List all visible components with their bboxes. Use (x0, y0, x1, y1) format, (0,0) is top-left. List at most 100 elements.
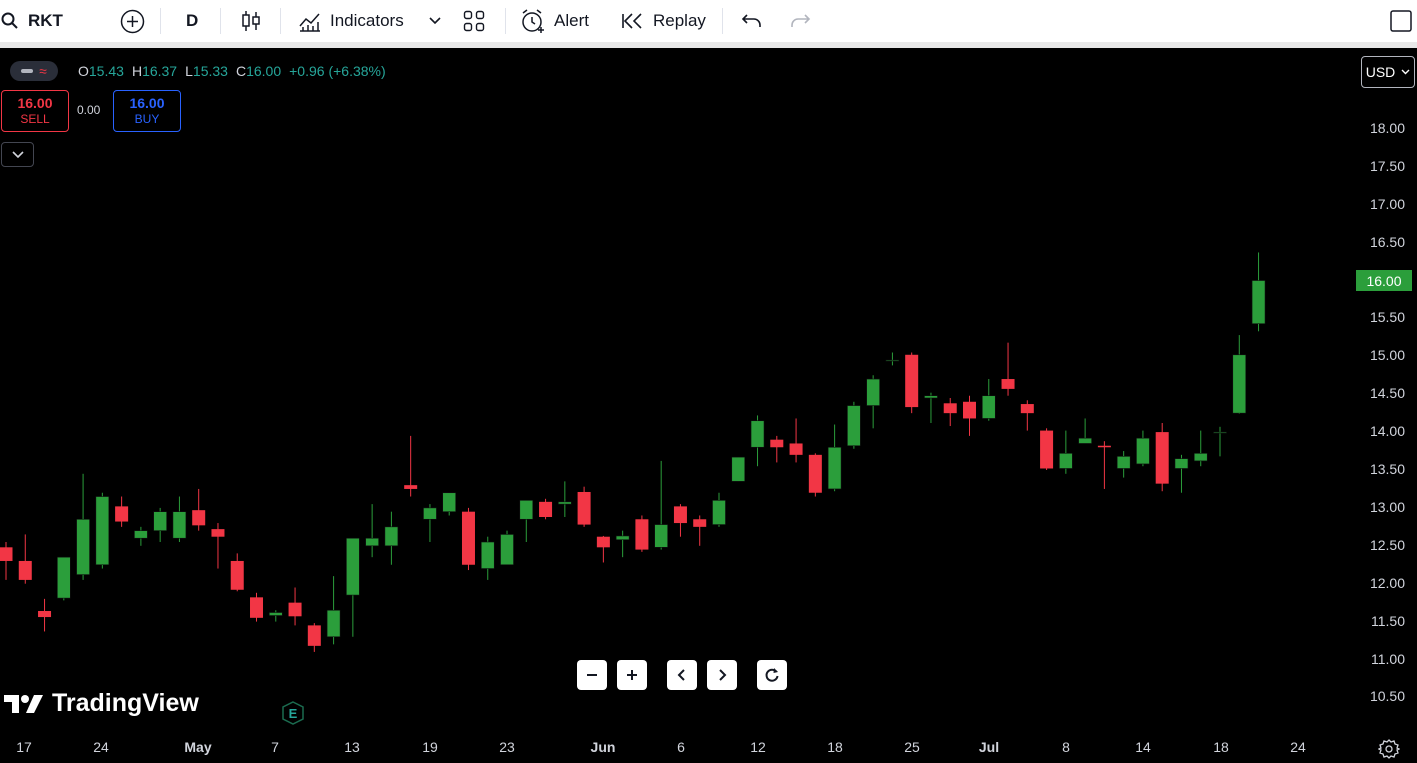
candle[interactable] (654, 460, 668, 550)
candle[interactable] (827, 424, 842, 492)
candlestick-chart[interactable] (0, 48, 1417, 763)
alert-button[interactable]: Alert (520, 0, 589, 42)
candle[interactable] (673, 504, 687, 537)
currency-selector[interactable]: USD (1361, 56, 1415, 88)
candle-body (192, 510, 206, 526)
gear-icon[interactable] (1378, 738, 1400, 760)
candle[interactable] (1155, 423, 1169, 492)
candle[interactable] (442, 492, 457, 516)
candle[interactable] (770, 435, 784, 463)
zoom-out-button[interactable] (577, 660, 607, 690)
candle[interactable] (38, 598, 52, 632)
candle[interactable] (172, 496, 187, 543)
collapse-legend-button[interactable] (1, 142, 34, 167)
chart-type-button[interactable] (240, 0, 262, 42)
candle[interactable] (1116, 451, 1131, 478)
zoom-in-button[interactable] (617, 660, 647, 690)
candle[interactable] (307, 623, 321, 652)
candle[interactable] (57, 556, 71, 601)
candle[interactable] (461, 507, 475, 571)
candle[interactable] (404, 435, 418, 497)
candle[interactable] (924, 392, 938, 424)
scroll-right-button[interactable] (707, 660, 737, 690)
candle[interactable] (480, 536, 495, 580)
fullscreen-button[interactable] (1389, 0, 1413, 42)
candle[interactable] (192, 488, 206, 531)
reset-chart-button[interactable] (757, 660, 787, 690)
candle[interactable] (847, 401, 861, 449)
candle[interactable] (115, 496, 129, 527)
candle[interactable] (1213, 426, 1227, 457)
price-tick-label: 15.50 (1369, 309, 1405, 326)
candle[interactable] (1097, 441, 1111, 489)
candle[interactable] (885, 352, 900, 366)
candle[interactable] (0, 542, 13, 580)
candle[interactable] (1078, 418, 1092, 444)
replay-button[interactable]: Replay (621, 0, 706, 42)
candle[interactable] (250, 592, 264, 622)
candle[interactable] (539, 498, 553, 520)
candle[interactable] (1193, 430, 1208, 467)
candle[interactable] (134, 526, 148, 546)
candle[interactable] (1136, 430, 1150, 467)
templates-button[interactable] (463, 0, 485, 42)
candle[interactable] (1251, 252, 1266, 332)
candle[interactable] (76, 473, 90, 580)
buy-button[interactable]: 16.00 BUY (113, 90, 181, 132)
candle[interactable] (1174, 454, 1189, 493)
candle[interactable] (1232, 335, 1247, 414)
candle[interactable] (943, 397, 957, 427)
candle[interactable] (326, 576, 341, 645)
candle[interactable] (731, 456, 746, 482)
candle[interactable] (905, 352, 919, 414)
candle[interactable] (211, 523, 225, 569)
candle[interactable] (789, 418, 803, 463)
legend-toggle[interactable]: ≈ (10, 61, 58, 81)
candle[interactable] (500, 530, 514, 566)
candle[interactable] (1020, 400, 1034, 431)
undo-button[interactable] (741, 0, 763, 42)
candle-body (789, 443, 803, 455)
candle[interactable] (384, 511, 399, 565)
compare-symbol-button[interactable] (120, 0, 145, 42)
candle[interactable] (635, 515, 649, 552)
candle[interactable] (712, 492, 726, 527)
candle[interactable] (18, 534, 32, 584)
candle[interactable] (365, 504, 379, 558)
candle[interactable] (963, 395, 976, 436)
chevron-left-icon (677, 669, 685, 681)
candle[interactable] (750, 415, 765, 467)
candle[interactable] (346, 537, 360, 637)
candle[interactable] (808, 453, 822, 497)
candle[interactable] (1001, 342, 1015, 396)
interval-button[interactable]: D (186, 0, 198, 42)
tradingview-logo[interactable]: TradingView (4, 689, 199, 718)
redo-button[interactable] (789, 0, 811, 42)
candle[interactable] (423, 504, 437, 543)
indicators-button[interactable]: Indicators (298, 0, 404, 42)
symbol-search[interactable]: RKT (0, 0, 63, 42)
candle[interactable] (288, 587, 302, 626)
candle[interactable] (596, 535, 610, 563)
sell-button[interactable]: 16.00 SELL (1, 90, 69, 132)
candle[interactable] (693, 515, 707, 546)
candle[interactable] (95, 492, 110, 569)
candle[interactable] (558, 481, 572, 517)
candle[interactable] (519, 500, 534, 543)
candle[interactable] (1040, 428, 1054, 470)
indicators-dropdown[interactable] (429, 0, 441, 42)
candle[interactable] (981, 379, 996, 421)
open-label: O (78, 63, 89, 79)
candle[interactable] (230, 553, 244, 592)
candle[interactable] (1059, 430, 1073, 474)
candle[interactable] (866, 375, 880, 429)
candle[interactable] (268, 610, 283, 622)
candle[interactable] (153, 507, 167, 543)
earnings-icon[interactable]: E (282, 701, 304, 725)
candle-body (1040, 430, 1054, 469)
time-tick-label: May (184, 739, 212, 755)
candle[interactable] (577, 486, 591, 527)
scroll-left-button[interactable] (667, 660, 697, 690)
candle[interactable] (615, 530, 630, 558)
candle-body (38, 610, 52, 618)
